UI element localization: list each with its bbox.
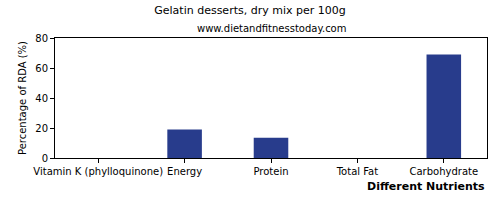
svg-text:Different Nutrients: Different Nutrients [367, 180, 485, 193]
svg-text:40: 40 [35, 93, 48, 104]
svg-text:Percentage of RDA (%): Percentage of RDA (%) [17, 41, 28, 155]
svg-text:www.dietandfitnesstoday.com: www.dietandfitnesstoday.com [197, 23, 346, 34]
svg-text:Total Fat: Total Fat [336, 166, 378, 177]
svg-text:0: 0 [42, 153, 48, 164]
svg-text:20: 20 [35, 123, 48, 134]
svg-text:80: 80 [35, 33, 48, 44]
svg-text:Energy: Energy [167, 166, 202, 177]
svg-text:Vitamin K (phylloquinone): Vitamin K (phylloquinone) [33, 166, 163, 177]
svg-text:Gelatin desserts, dry mix per: Gelatin desserts, dry mix per 100g [154, 4, 346, 17]
svg-text:60: 60 [35, 63, 48, 74]
svg-text:Carbohydrate: Carbohydrate [409, 166, 478, 177]
svg-text:Protein: Protein [253, 166, 288, 177]
